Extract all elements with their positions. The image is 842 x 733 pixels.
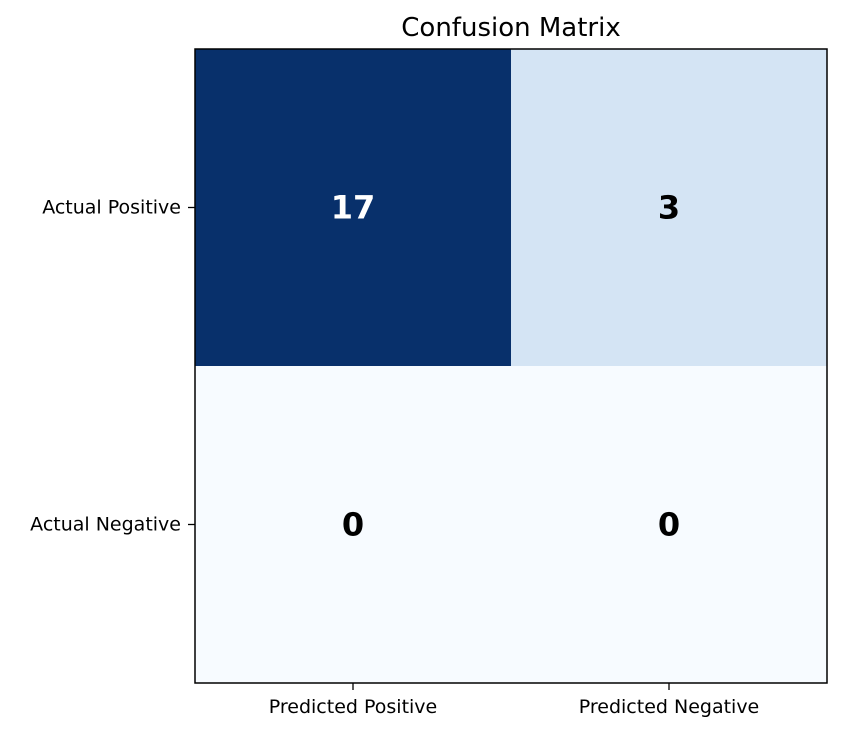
cell-value-label: 0 <box>342 506 364 544</box>
cell-value-label: 17 <box>331 189 376 227</box>
plot-frame <box>194 48 828 684</box>
cell-labels: 17 3 0 0 <box>331 189 680 544</box>
y-tick-label: Actual Negative <box>30 514 181 536</box>
cell-value-label: 3 <box>658 189 680 227</box>
y-axis: Actual Positive Actual Negative <box>30 197 195 536</box>
heatmap-cell <box>511 366 828 684</box>
chart-title: Confusion Matrix <box>401 13 620 43</box>
x-tick-label: Predicted Positive <box>269 696 437 718</box>
heatmap-cell <box>511 49 828 367</box>
x-axis: Predicted Positive Predicted Negative <box>269 683 759 718</box>
heatmap-cell <box>195 49 512 367</box>
cell-value-label: 0 <box>658 506 680 544</box>
x-tick-label: Predicted Negative <box>579 696 760 718</box>
y-tick-label: Actual Positive <box>42 197 181 219</box>
heatmap-cell <box>195 366 512 684</box>
heatmap-cells <box>195 49 828 684</box>
